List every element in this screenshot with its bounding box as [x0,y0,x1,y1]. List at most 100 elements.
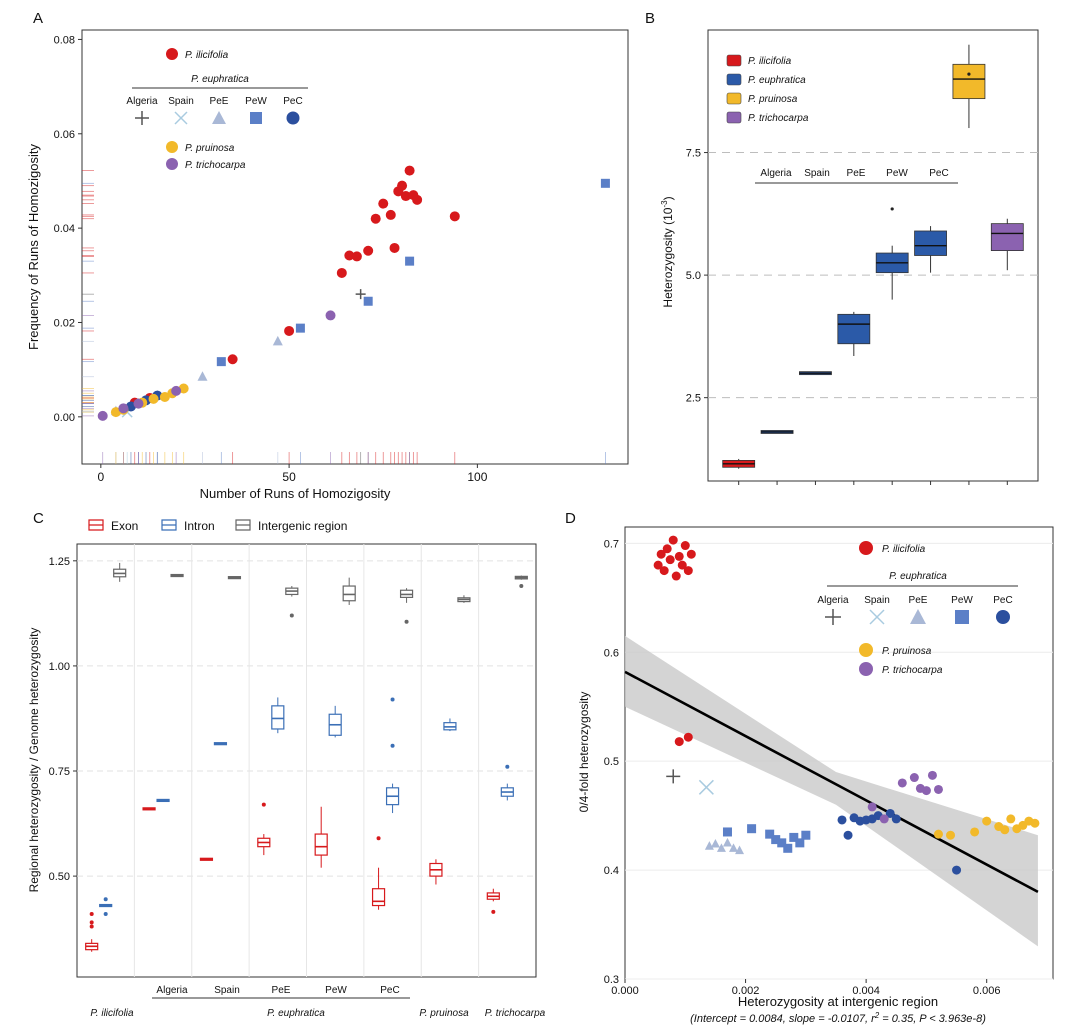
c-outlier [89,924,94,929]
panel-d-legend: P. ilicifolia P. euphratica Algeria Spai… [817,541,1018,676]
legend-b-pee: PeE [847,168,866,179]
legend-d-ilicifolia-label: P. ilicifolia [882,544,926,555]
a-point [344,250,355,261]
panel-b-ylabel-end: ) [661,196,675,200]
c-outlier [89,911,94,916]
legend-a-pew-marker [250,112,262,124]
legend-c-intergenic-label: Intergenic region [258,519,347,533]
d-point [674,737,684,747]
c-outlier [103,911,108,916]
panel-c-ylabel: Regional heterozygosity / Genome heteroz… [27,628,41,893]
panel-c-legend: Exon Intron Intergenic region [88,519,347,533]
legend-d-pec-marker [996,610,1010,624]
a-point [385,209,396,220]
b-outlier [890,207,894,211]
a-point [171,385,182,396]
d-ytick-label: 0.5 [604,756,619,768]
c-ytick-label: 0.75 [49,766,70,778]
b-outlier [967,72,971,76]
a-point [178,383,189,394]
panel-d-points [653,535,1040,875]
legend-d-pruinosa-label: P. pruinosa [882,646,932,657]
c-group-ilicifolia: P. ilicifolia [90,1008,134,1019]
d-regression-line [624,670,1039,894]
a-point [400,191,411,202]
a-point [355,289,366,300]
d-point [666,769,681,784]
panel-a-legend: P. ilicifolia P. euphratica Algeria Spai… [126,48,308,171]
d-point [674,551,684,561]
panel-a-axes: 0 50 100 0.00 0.02 0.04 0.06 0.08 [54,34,488,484]
c-group-spain: Spain [214,985,240,996]
c-box [271,705,285,730]
a-xtick-label: 100 [467,470,487,484]
c-group-pee: PeE [272,985,291,996]
d-point [771,835,781,845]
panel-a: Number of Runs of Homozigosity Frequency… [26,29,629,501]
d-point [656,549,666,559]
d-point [765,829,775,839]
a-ytick-label: 0.02 [54,317,75,329]
a-ytick-label: 0.00 [54,412,75,424]
legend-b-euphratica-swatch [726,73,742,86]
d-point [843,830,853,840]
legend-d-algeria-marker [825,609,841,625]
b-ytick-label: 2.5 [686,393,701,405]
panel-a-ylabel: Frequency of Runs of Homozigosity [26,144,41,350]
panel-b: Heterozygosity (10-3) 2.5 5.0 7.5 P. ilici… [660,29,1039,485]
a-point [363,245,374,256]
a-point [159,392,170,403]
legend-a-pruinosa-marker [166,141,178,153]
d-point [668,535,678,545]
c-outlier [519,584,524,589]
legend-a-trichocarpa-label: P. trichocarpa [185,160,246,171]
panel-letter-c: C [33,510,44,527]
panel-d-subtitle-main: (Intercept = 0.0084, slope = -0.0107, r [690,1013,876,1025]
c-group-algeria: Algeria [156,985,188,996]
legend-d-euphratica-heading: P. euphratica [889,571,947,582]
c-outlier [376,836,381,841]
d-point [710,838,720,848]
a-point [118,403,129,414]
d-point [837,815,847,825]
d-point [735,845,745,855]
panel-d-subtitle-end: = 0.35, P < 3.963e-8) [879,1013,986,1025]
legend-b-spain: Spain [804,168,830,179]
legend-d-algeria: Algeria [817,595,849,606]
panel-a-rug [82,170,606,464]
panel-d-subtitle: (Intercept = 0.0084, slope = -0.0107, r2… [690,1011,986,1025]
c-outlier [505,764,510,769]
a-point [389,242,400,253]
panel-b-ylabel: Heterozygosity (10-3) [660,196,675,307]
d-point [1030,818,1040,828]
a-ytick-label: 0.06 [54,129,75,141]
legend-a-pee-marker [212,111,226,124]
a-point [295,323,305,333]
panel-d-subtitle-sup: 2 [874,1011,880,1020]
a-point [125,401,136,412]
d-point [698,779,714,795]
b-box [990,223,1024,251]
c-outlier [89,920,94,925]
d-point [1006,814,1016,824]
panel-letter-a: A [33,10,43,27]
legend-d-trichocarpa-marker [859,662,873,676]
legend-a-algeria-marker [135,111,149,125]
a-point [370,213,381,224]
a-point [325,310,336,321]
d-point [704,841,714,850]
legend-d-ilicifolia-marker [859,541,873,555]
d-xtick-label: 0.004 [852,985,880,997]
legend-a-pew: PeW [245,96,267,107]
d-point [662,544,672,554]
a-xtick-label: 50 [282,470,296,484]
legend-c-intron-label: Intron [184,519,215,533]
panel-letter-d: D [565,510,576,527]
legend-b-algeria: Algeria [760,168,792,179]
a-point [284,325,295,336]
c-box [371,888,386,907]
a-point [600,178,610,188]
d-point [653,560,663,570]
legend-c-exon-swatch [88,519,104,531]
a-point [378,198,389,209]
